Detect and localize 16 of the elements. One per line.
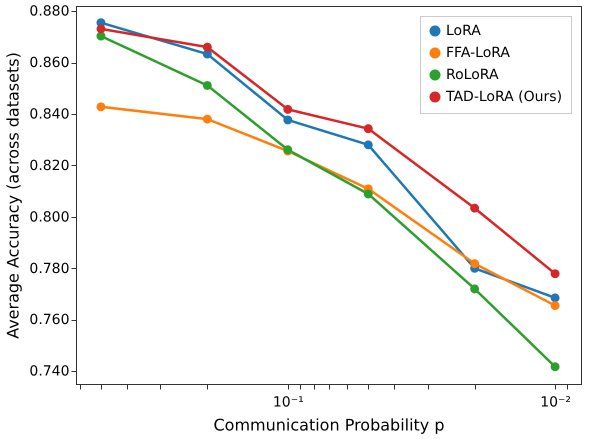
legend-label: FFA-LoRA <box>446 45 510 61</box>
x-axis-title: Communication Probability p <box>213 416 445 434</box>
y-tick-label: 0.880 <box>29 4 70 20</box>
y-tick-label: 0.800 <box>29 209 70 226</box>
legend-label: RoLoRA <box>446 67 499 83</box>
y-tick-label: 0.780 <box>29 260 70 277</box>
x-tick-label: 10⁻¹ <box>272 394 304 410</box>
y-axis-title: Average Accuracy (across datasets) <box>3 52 22 339</box>
y-tick-label: 0.860 <box>29 55 70 72</box>
y-tick-label: 0.760 <box>29 312 70 328</box>
y-tick-label: 0.740 <box>29 364 70 380</box>
legend-label: LoRA <box>446 23 482 39</box>
y-tick-label: 0.820 <box>29 158 70 174</box>
y-tick-label: 0.840 <box>29 106 70 122</box>
legend-label: TAD-LoRA (Ours) <box>445 89 562 105</box>
x-tick-label: 10⁻² <box>540 394 572 410</box>
